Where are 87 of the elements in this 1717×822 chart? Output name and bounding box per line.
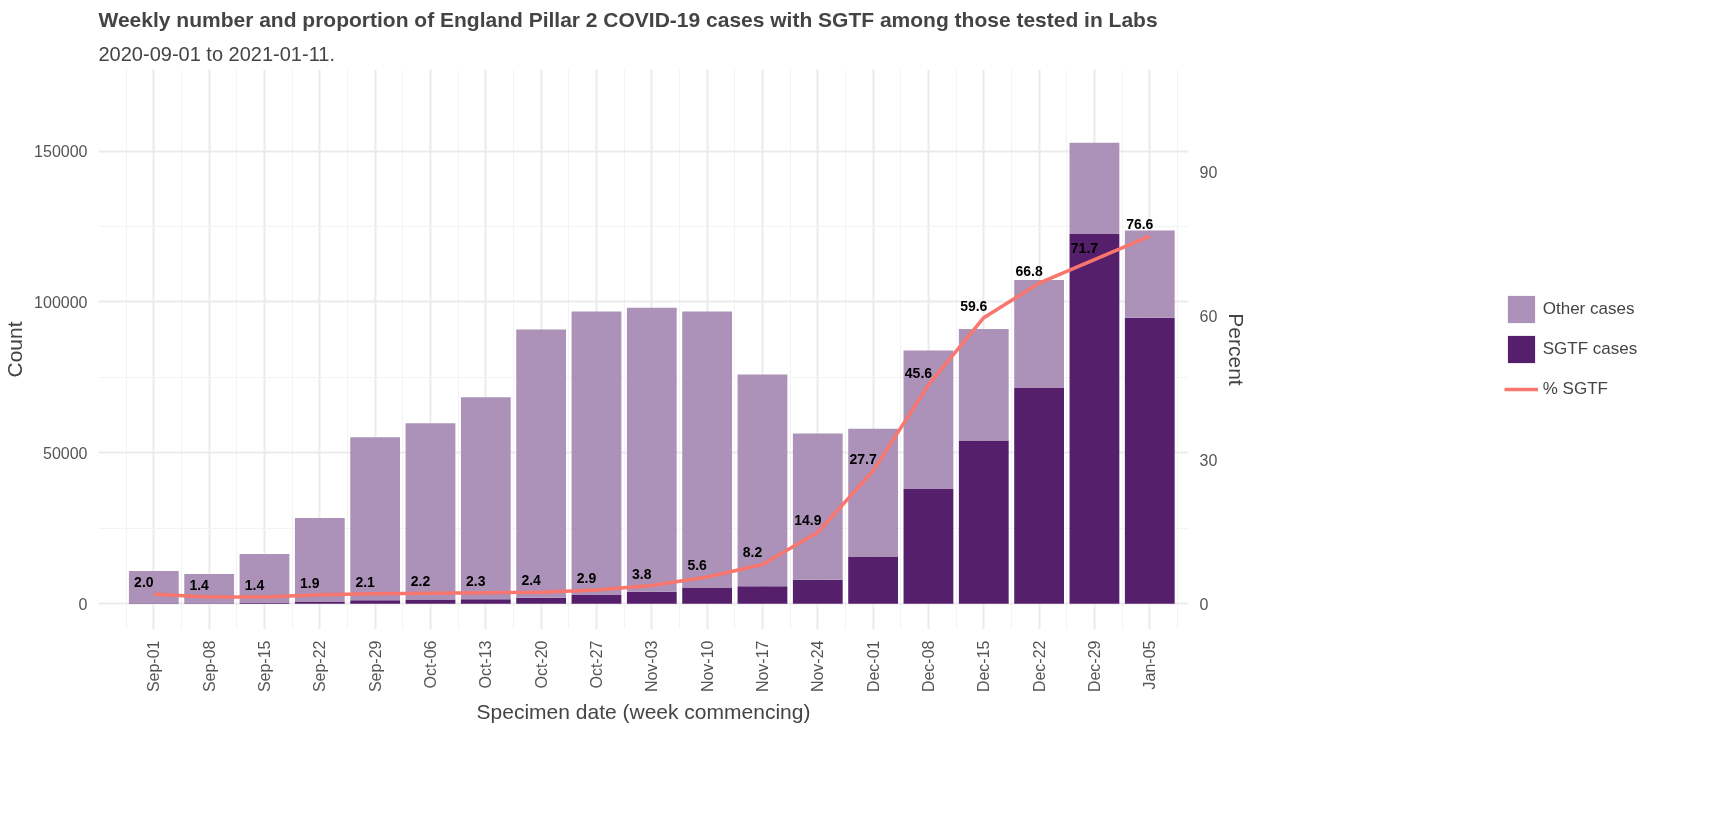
data-label: 2.3 (466, 572, 486, 589)
bar (350, 437, 401, 601)
bar (405, 423, 456, 600)
bar (792, 579, 843, 604)
line-series (152, 234, 1152, 599)
data-label: 3.8 (632, 565, 652, 582)
x-tick-label: Jan-05 (1141, 640, 1159, 690)
x-tick-label: Oct-13 (477, 640, 495, 689)
data-label: 66.8 (1015, 263, 1043, 280)
bar (516, 597, 567, 604)
bar (626, 307, 677, 592)
x-tick-label: Sep-22 (311, 640, 329, 693)
data-label: 5.6 (687, 556, 708, 573)
bar (958, 440, 1009, 604)
y2-tick-label: 90 (1199, 163, 1218, 181)
x-tick-label: Sep-15 (255, 640, 273, 693)
x-axis-title: Specimen date (week commencing) (476, 700, 811, 724)
x-tick-label: Dec-29 (1085, 640, 1103, 693)
bar (460, 397, 511, 600)
bar (1014, 279, 1065, 388)
legend-label: Other cases (1542, 299, 1635, 319)
x-tick-label: Oct-06 (421, 640, 439, 689)
bar (571, 311, 622, 596)
x-tick-label: Nov-17 (753, 640, 771, 693)
data-label: 27.7 (849, 450, 877, 467)
bar (737, 374, 788, 587)
x-tick-label: Sep-08 (200, 640, 218, 693)
x-tick-label: Dec-15 (975, 640, 993, 693)
bar (294, 518, 345, 603)
data-label: 76.6 (1126, 216, 1154, 233)
x-tick-label: Sep-01 (145, 640, 163, 693)
bar (848, 428, 899, 557)
bar (737, 586, 788, 604)
y-tick-label: 150000 (34, 143, 88, 161)
x-tick-label: Oct-20 (532, 640, 550, 689)
data-label: 1.4 (189, 577, 210, 594)
bar (128, 570, 179, 604)
bar (1069, 234, 1120, 604)
data-label: 1.4 (244, 577, 265, 594)
y2-axis-title: Percent (1225, 313, 1249, 386)
data-label: 2.1 (355, 573, 376, 590)
y-tick-label: 100000 (34, 293, 88, 311)
bar (792, 433, 843, 580)
bar (848, 556, 899, 604)
x-tick-label: Nov-03 (643, 640, 661, 693)
y-axis-title: Count (3, 321, 27, 378)
bar (516, 329, 567, 598)
bar (682, 587, 733, 604)
bar (903, 489, 954, 604)
bar (350, 600, 401, 604)
bar (626, 591, 677, 604)
x-tick-label: Dec-01 (864, 640, 882, 693)
bar (571, 595, 622, 604)
data-label: 2.0 (134, 574, 154, 591)
bar (460, 599, 511, 604)
data-label: 59.6 (960, 297, 988, 314)
bar (1124, 230, 1175, 318)
y-tick-label: 50000 (43, 444, 88, 462)
bar (682, 311, 733, 588)
y-tick-label: 0 (78, 595, 88, 613)
data-label: 8.2 (742, 544, 763, 561)
data-label: 45.6 (904, 364, 933, 381)
data-label: 2.9 (576, 569, 597, 586)
legend-label: SGTF cases (1542, 339, 1638, 359)
data-label: 14.9 (794, 512, 822, 529)
data-label: 2.4 (521, 572, 542, 589)
data-label: 1.9 (300, 574, 320, 591)
x-tick-label: Nov-10 (698, 640, 716, 693)
bar (1124, 317, 1175, 604)
bar (1069, 142, 1120, 235)
data-label: 71.7 (1070, 239, 1099, 256)
chart-subtitle: 2020-09-01 to 2021-01-11. (98, 42, 335, 65)
y2-tick-label: 30 (1199, 451, 1218, 469)
x-tick-label: Dec-08 (919, 640, 937, 693)
bar (1014, 387, 1065, 604)
bar (958, 329, 1009, 441)
y2-tick-label: 60 (1199, 307, 1218, 325)
x-tick-label: Oct-27 (587, 640, 605, 689)
legend-label: % SGTF (1542, 379, 1608, 399)
x-tick-label: Sep-29 (366, 640, 384, 693)
x-tick-label: Dec-22 (1030, 640, 1048, 693)
x-tick-label: Nov-24 (809, 640, 827, 693)
bar (405, 599, 456, 604)
y2-tick-label: 0 (1199, 595, 1209, 613)
data-label: 2.2 (410, 573, 431, 590)
chart-title: Weekly number and proportion of England Pillar 2 COVID-19 cases with SGTF among those tested in Labs (98, 7, 1158, 31)
bar (903, 350, 954, 490)
